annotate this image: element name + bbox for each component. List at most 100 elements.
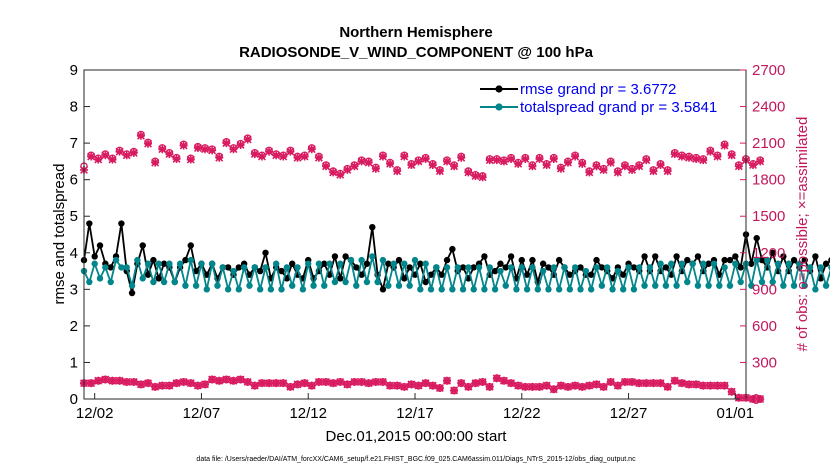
obs-assimilated-marker [492,156,501,165]
rmse-point [379,286,387,293]
obs-assimilated-marker [101,375,110,384]
spread-point [272,260,280,267]
spread-point [326,260,333,267]
y-tick-right-label: 1500 [752,208,785,225]
spread-point [684,278,691,286]
legend-rmse-marker [495,85,503,93]
obs-assimilated-marker [129,377,138,386]
rmse-point [363,260,371,267]
spread-point [812,286,819,293]
spread-point [555,286,563,293]
obs-assimilated-marker [457,379,466,388]
obs-assimilated-marker [115,376,124,385]
rmse-point [641,253,648,260]
obs-assimilated-marker [464,382,473,391]
obs-assimilated-marker [222,139,231,148]
obs-assimilated-marker [606,158,615,167]
rmse-point [438,271,445,278]
spread-point [427,286,435,293]
obs-assimilated-marker [649,379,658,388]
rmse-point [246,271,253,278]
obs-assimilated-marker [756,157,765,166]
obs-assimilated-marker [528,162,537,171]
spread-point [710,260,718,267]
obs-assimilated-marker [628,165,637,174]
spread-point [417,286,424,293]
y-tick-right-label: 1800 [752,172,785,189]
spread-point [475,264,483,271]
obs-assimilated-marker [307,145,316,154]
obs-assimilated-marker [386,159,395,168]
rmse-point [598,264,606,271]
spread-point [353,282,360,289]
obs-assimilated-marker [613,168,622,177]
obs-assimilated-marker [293,153,302,162]
obs-assimilated-marker [407,380,416,389]
obs-assimilated-marker [272,379,281,388]
obs-assimilated-marker [229,145,238,154]
x-axis-label: Dec.01,2015 00:00:00 start [326,428,508,445]
y-tick-right-label: 1200 [752,245,785,262]
spread-point [155,260,162,267]
obs-assimilated-marker [357,377,366,386]
rmse-point [726,256,734,264]
spread-point [160,278,168,286]
y-tick-left-label: 3 [70,281,78,298]
rmse-point [593,256,600,264]
spread-point [465,264,472,271]
y-tick-right-label: 0 [752,391,760,408]
obs-assimilated-marker [535,382,544,391]
obs-assimilated-marker [300,152,309,161]
obs-assimilated-marker [151,158,160,167]
y-tick-right-label: 900 [752,281,777,298]
obs-assimilated-marker [549,154,558,163]
obs-assimilated-marker [507,154,516,163]
obs-assimilated-marker [606,377,615,386]
spread-point [208,260,216,267]
rmse-point [150,256,157,264]
spread-point [620,286,627,293]
spread-point [785,260,792,267]
spread-point [582,267,590,275]
spread-point [256,286,264,293]
spread-point [518,264,525,271]
spread-point [358,256,365,264]
obs-assimilated-marker [108,155,117,164]
obs-assimilated-marker [599,165,608,174]
obs-assimilated-marker [471,379,480,388]
chart-title: Northern Hemisphere [339,24,492,41]
rmse-point [235,264,243,271]
rmse-point [769,249,776,256]
spread-point [406,282,413,289]
obs-assimilated-marker [229,376,238,385]
obs-assimilated-marker [450,386,459,395]
obs-assimilated-marker [250,381,259,390]
obs-assimilated-marker [684,153,693,162]
obs-assimilated-marker [200,380,209,389]
obs-assimilated-marker [428,381,437,390]
x-tick-label: 12/22 [503,405,541,422]
rmse-point [107,264,114,271]
spread-point [817,264,824,271]
obs-assimilated-marker [286,147,295,156]
spread-point [363,278,371,286]
obs-assimilated-marker [756,395,765,403]
obs-assimilated-marker [514,159,523,168]
obs-assimilated-marker [435,384,444,393]
obs-assimilated-marker [727,387,736,396]
spread-point [523,286,531,293]
obs-assimilated-marker [571,381,580,390]
x-tick-label: 12/27 [610,405,648,422]
y-axis-left-label: rmse and totalspread [51,164,68,305]
spread-point [86,278,93,286]
rmse-point [128,289,136,297]
rmse-point [353,264,360,271]
rmse-point [481,253,488,260]
rmse-point [577,264,584,271]
spread-point [513,286,520,293]
rmse-point [289,260,296,267]
obs-assimilated-marker [236,375,245,384]
obs-assimilated-marker [87,152,96,161]
spread-point [294,264,301,271]
rmse-point [369,223,376,231]
